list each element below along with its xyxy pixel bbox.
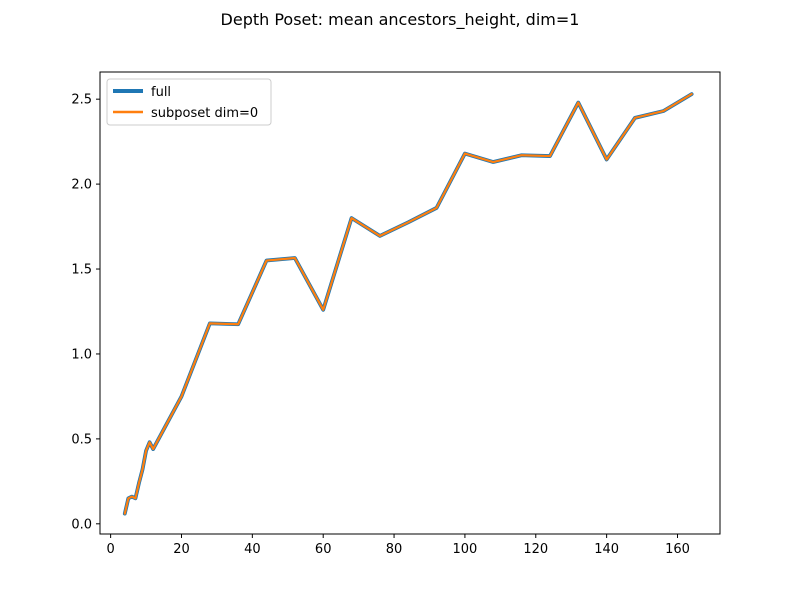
series-lines [122, 92, 694, 516]
axes-spines [99, 71, 721, 535]
chart-title: Depth Poset: mean ancestors_height, dim=… [221, 10, 580, 30]
y-tick-label: 0.0 [71, 517, 92, 532]
series-line-subposet [123, 92, 693, 515]
y-tick-label: 2.0 [71, 178, 92, 193]
x-tick-label: 80 [386, 542, 403, 557]
x-tick-label: 60 [315, 542, 332, 557]
legend: full subposet dim=0 [106, 78, 272, 126]
legend-label-full: full [151, 85, 171, 100]
x-tick-label: 120 [523, 542, 548, 557]
y-axis-ticks: 0.0 0.5 1.0 1.5 2.0 2.5 [71, 93, 100, 532]
y-tick-label: 2.5 [71, 93, 92, 108]
x-tick-label: 0 [106, 542, 114, 557]
y-tick-label: 1.5 [71, 263, 92, 278]
y-tick-label: 0.5 [71, 432, 92, 447]
x-tick-label: 20 [173, 542, 190, 557]
axes-background [100, 72, 720, 534]
x-tick-label: 40 [244, 542, 261, 557]
x-tick-label: 160 [665, 542, 690, 557]
x-axis-ticks: 0 20 40 60 80 100 120 140 160 [106, 534, 690, 557]
plot-area [100, 72, 720, 534]
legend-label-subposet: subposet dim=0 [151, 106, 258, 121]
x-tick-label: 140 [594, 542, 619, 557]
axes-frame [99, 71, 721, 535]
legend-box [106, 78, 272, 126]
x-tick-label: 100 [453, 542, 478, 557]
y-tick-label: 1.0 [71, 347, 92, 362]
